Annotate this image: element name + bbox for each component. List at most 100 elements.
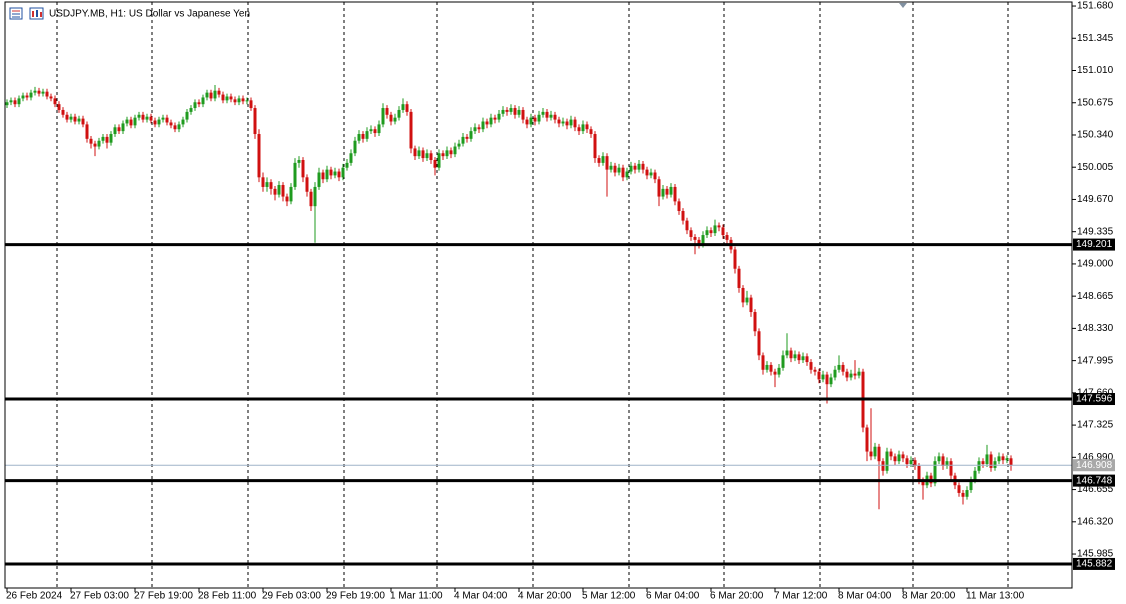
candle-body: [185, 111, 189, 120]
candle-body: [453, 146, 457, 155]
x-tick-label: 8 Mar 20:00: [902, 591, 956, 602]
candle-body: [405, 104, 409, 112]
candle-body: [957, 485, 961, 493]
candle-body: [813, 369, 817, 372]
x-tick-label: 29 Feb 19:00: [326, 591, 385, 602]
candle-body: [373, 129, 377, 134]
candle-body: [141, 114, 145, 120]
candle-body: [761, 355, 765, 370]
candle-body: [417, 150, 421, 157]
candle-body: [601, 156, 605, 163]
candle-body: [853, 373, 857, 376]
candle-body: [969, 480, 973, 491]
candle-body: [501, 109, 505, 114]
candle-body: [169, 122, 173, 126]
candle-body: [117, 127, 121, 132]
candle-body: [857, 371, 861, 376]
candle-body: [105, 136, 109, 143]
candle-body: [205, 92, 209, 98]
y-tick-label: 147.995: [1077, 355, 1114, 366]
candle-body: [289, 186, 293, 202]
candle-body: [1009, 458, 1013, 466]
icon: [40, 12, 42, 17]
candle-body: [249, 100, 253, 109]
candle-body: [709, 230, 713, 234]
candle-body: [989, 454, 993, 468]
x-tick-label: 8 Mar 04:00: [838, 591, 892, 602]
candle-body: [321, 172, 325, 180]
candle-body: [285, 196, 289, 202]
candle-body: [177, 124, 181, 130]
candle-body: [397, 109, 401, 118]
candle-body: [461, 136, 465, 144]
candle-body: [49, 96, 53, 99]
candle-body: [137, 114, 141, 118]
candle-body: [689, 230, 693, 237]
candle-body: [305, 177, 309, 192]
candle-body: [45, 91, 49, 97]
candle-body: [905, 458, 909, 465]
candle-body: [789, 350, 793, 359]
candle-body: [753, 312, 757, 332]
candle-body: [505, 109, 509, 112]
candle-body: [937, 456, 941, 462]
candle-body: [73, 116, 77, 122]
candle-body: [985, 454, 989, 465]
candle-body: [697, 239, 701, 245]
candle-body: [37, 90, 41, 94]
candle-body: [409, 111, 413, 149]
candle-body: [537, 114, 541, 122]
candle-body: [1001, 456, 1005, 461]
candle-body: [705, 230, 709, 236]
candle-body: [361, 134, 365, 139]
candle-body: [529, 117, 533, 125]
shift-marker: [899, 3, 907, 8]
candle-body: [945, 461, 949, 466]
candle-body: [85, 124, 89, 139]
candle-body: [665, 188, 669, 195]
candle-body: [525, 119, 529, 125]
candle-body: [793, 354, 797, 359]
candle-body: [581, 124, 585, 132]
x-tick-label: 29 Feb 03:00: [262, 591, 321, 602]
candle-body: [973, 470, 977, 481]
candle-body: [577, 127, 581, 132]
candle-body: [345, 162, 349, 168]
candle-body: [301, 159, 305, 178]
current-price-box: [1073, 459, 1115, 472]
candle-body: [477, 127, 481, 130]
candle-body: [773, 371, 777, 375]
y-tick-label: 151.010: [1077, 65, 1114, 76]
level-label: 149.201: [1076, 239, 1113, 250]
candle-body: [629, 165, 633, 172]
candle-body: [569, 119, 573, 126]
candle-body: [541, 111, 545, 115]
candle-body: [41, 91, 45, 94]
candle-body: [89, 138, 93, 144]
candle-body: [693, 236, 697, 240]
candle-body: [329, 169, 333, 176]
candle-body: [5, 102, 9, 106]
candle-body: [485, 121, 489, 125]
candle-body: [441, 153, 445, 157]
candle-body: [737, 268, 741, 288]
candle-body: [53, 98, 57, 105]
candle-body: [881, 461, 885, 471]
candle-body: [353, 140, 357, 154]
chart-title: USDJPY.MB, H1: US Dollar vs Japanese Yen: [49, 9, 250, 20]
candle-body: [213, 90, 217, 99]
y-tick-label: 151.345: [1077, 33, 1114, 44]
candle-body: [913, 460, 917, 466]
candle-body: [845, 371, 849, 378]
y-tick-label: 149.670: [1077, 194, 1114, 205]
candle-body: [437, 153, 441, 168]
candle-body: [877, 446, 881, 462]
candle-body: [597, 158, 601, 163]
candle-body: [909, 460, 913, 465]
candle-body: [497, 113, 501, 120]
candle-body: [29, 92, 33, 98]
candle-body: [389, 114, 393, 122]
y-tick-label: 148.665: [1077, 291, 1114, 302]
candle-body: [785, 350, 789, 356]
